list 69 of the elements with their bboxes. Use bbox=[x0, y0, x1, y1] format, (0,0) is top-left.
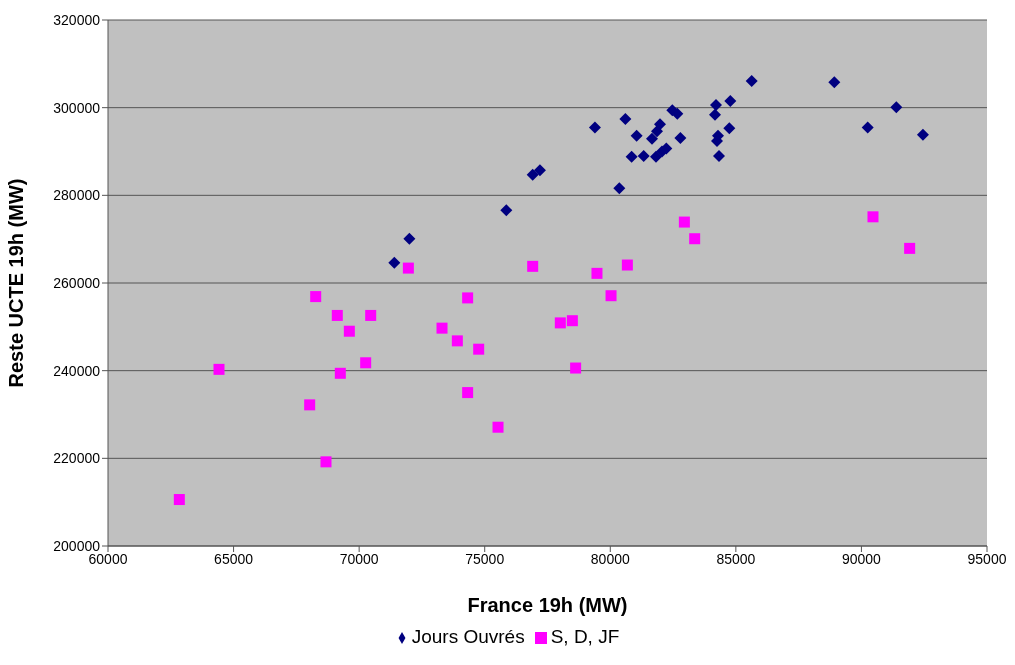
point bbox=[710, 99, 723, 112]
y-tick-label: 280000 bbox=[53, 187, 101, 204]
y-tick-label: 300000 bbox=[53, 99, 101, 116]
point bbox=[828, 76, 841, 89]
point bbox=[388, 256, 401, 269]
point bbox=[649, 150, 662, 163]
x-tick-label: 75000 bbox=[465, 550, 505, 567]
y-tick-label: 320000 bbox=[53, 11, 101, 28]
point bbox=[591, 267, 603, 279]
point bbox=[334, 367, 346, 379]
point bbox=[723, 122, 736, 135]
point bbox=[462, 387, 474, 399]
x-tick-label: 90000 bbox=[841, 550, 882, 567]
point bbox=[343, 325, 355, 337]
point bbox=[403, 232, 416, 245]
x-tick-label: 95000 bbox=[967, 550, 1007, 567]
point bbox=[213, 363, 225, 375]
point bbox=[630, 129, 643, 142]
point bbox=[867, 211, 879, 223]
y-tick-label: 240000 bbox=[53, 362, 101, 379]
point bbox=[462, 292, 474, 304]
point bbox=[173, 494, 185, 506]
point bbox=[605, 290, 617, 302]
legend-label: S, D, JF bbox=[550, 626, 620, 647]
point bbox=[360, 357, 372, 369]
x-tick-label: 70000 bbox=[339, 550, 379, 567]
y-tick-label: 260000 bbox=[53, 274, 101, 291]
y-axis-title: Reste UCTE 19h (MW) bbox=[5, 178, 28, 388]
point bbox=[904, 242, 916, 254]
point bbox=[621, 259, 633, 271]
point bbox=[492, 421, 504, 433]
point bbox=[554, 317, 566, 329]
point bbox=[645, 132, 658, 145]
point bbox=[500, 204, 513, 217]
point bbox=[570, 362, 582, 374]
point bbox=[304, 399, 316, 411]
point bbox=[678, 216, 690, 228]
point bbox=[402, 262, 414, 274]
point bbox=[613, 182, 626, 195]
point bbox=[588, 121, 601, 134]
legend-label: Jours Ouvrés bbox=[411, 626, 525, 647]
point bbox=[527, 260, 539, 272]
point bbox=[709, 108, 722, 121]
point bbox=[689, 233, 701, 245]
point bbox=[861, 121, 874, 134]
point bbox=[533, 164, 546, 177]
x-tick-label: 80000 bbox=[590, 550, 630, 567]
point bbox=[566, 315, 578, 327]
point bbox=[625, 150, 638, 163]
point bbox=[436, 322, 448, 334]
point bbox=[320, 456, 332, 468]
point bbox=[473, 343, 485, 355]
point bbox=[916, 128, 929, 141]
point bbox=[674, 131, 687, 144]
point bbox=[365, 309, 377, 321]
point bbox=[745, 74, 758, 87]
point bbox=[526, 168, 539, 181]
point bbox=[890, 101, 903, 114]
y-tick-label: 220000 bbox=[53, 450, 101, 467]
x-axis-title: France 19h (MW) bbox=[467, 594, 628, 616]
point bbox=[331, 309, 343, 321]
point bbox=[713, 149, 726, 162]
point bbox=[310, 291, 322, 303]
x-tick-label: 65000 bbox=[214, 550, 254, 567]
point bbox=[724, 95, 737, 108]
point bbox=[451, 335, 463, 347]
point bbox=[619, 113, 632, 126]
x-tick-label: 85000 bbox=[716, 550, 756, 567]
point bbox=[637, 149, 650, 162]
